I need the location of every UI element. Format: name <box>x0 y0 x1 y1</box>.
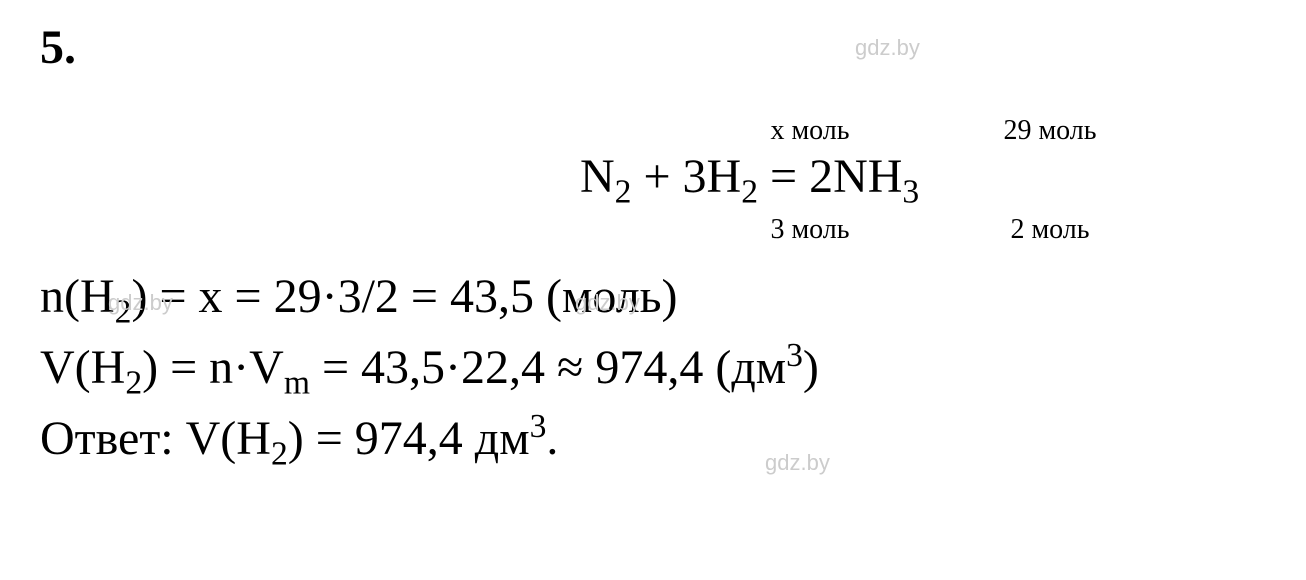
eq-coef-nh3: 2 <box>809 150 833 203</box>
c2-mid2: = 43,5·22,4 ≈ 974,4 (дм <box>310 341 786 394</box>
c2-end: ) <box>803 341 819 394</box>
top-label-h2: х моль <box>700 115 920 147</box>
eq-plus: + <box>631 150 682 203</box>
calc-line-1: n(H2) = x = 29·3/2 = 43,5 (моль) <box>40 266 1266 334</box>
chemical-equation: N2 + 3H2 = 2NH3 <box>580 149 1220 212</box>
bottom-label-nh3: 2 моль <box>920 214 1180 246</box>
calc-line-2: V(H2) = n·Vm = 43,5·22,4 ≈ 974,4 (дм3) <box>40 334 1266 405</box>
c1-pre: n(H <box>40 270 115 323</box>
top-label-nh3: 29 моль <box>920 115 1180 147</box>
problem-number: 5. <box>40 20 1266 75</box>
c1-sub: 2 <box>115 293 132 330</box>
c2-sub1: 2 <box>125 364 142 401</box>
c3-end: . <box>546 412 558 465</box>
c2-pre: V(H <box>40 341 125 394</box>
c3-pre: Ответ: V(H <box>40 412 271 465</box>
calc-line-3: Ответ: V(H2) = 974,4 дм3. <box>40 405 1266 476</box>
eq-nh3-sub: 3 <box>902 174 919 211</box>
c3-mid: ) = 974,4 дм <box>288 412 530 465</box>
eq-nh3: NH <box>833 150 902 203</box>
eq-n2: N <box>580 150 615 203</box>
equation-top-labels: х моль 29 моль <box>580 115 1220 147</box>
eq-coef-h2: 3 <box>683 150 707 203</box>
chemical-equation-block: х моль 29 моль N2 + 3H2 = 2NH3 3 моль 2 … <box>580 115 1220 246</box>
equation-bottom-labels: 3 моль 2 моль <box>580 214 1220 246</box>
eq-h2-sub: 2 <box>741 174 758 211</box>
bottom-label-h2: 3 моль <box>700 214 920 246</box>
c3-sup: 3 <box>530 408 547 445</box>
calculation-lines: n(H2) = x = 29·3/2 = 43,5 (моль) V(H2) =… <box>40 266 1266 477</box>
c2-sup: 3 <box>786 337 803 374</box>
c3-sub: 2 <box>271 436 288 473</box>
eq-h2: H <box>707 150 742 203</box>
eq-n2-sub: 2 <box>615 174 632 211</box>
c2-subm: m <box>284 364 310 401</box>
eq-equals: = <box>758 150 809 203</box>
c2-mid1: ) = n·V <box>142 341 284 394</box>
c1-post: ) = x = 29·3/2 = 43,5 (моль) <box>131 270 677 323</box>
